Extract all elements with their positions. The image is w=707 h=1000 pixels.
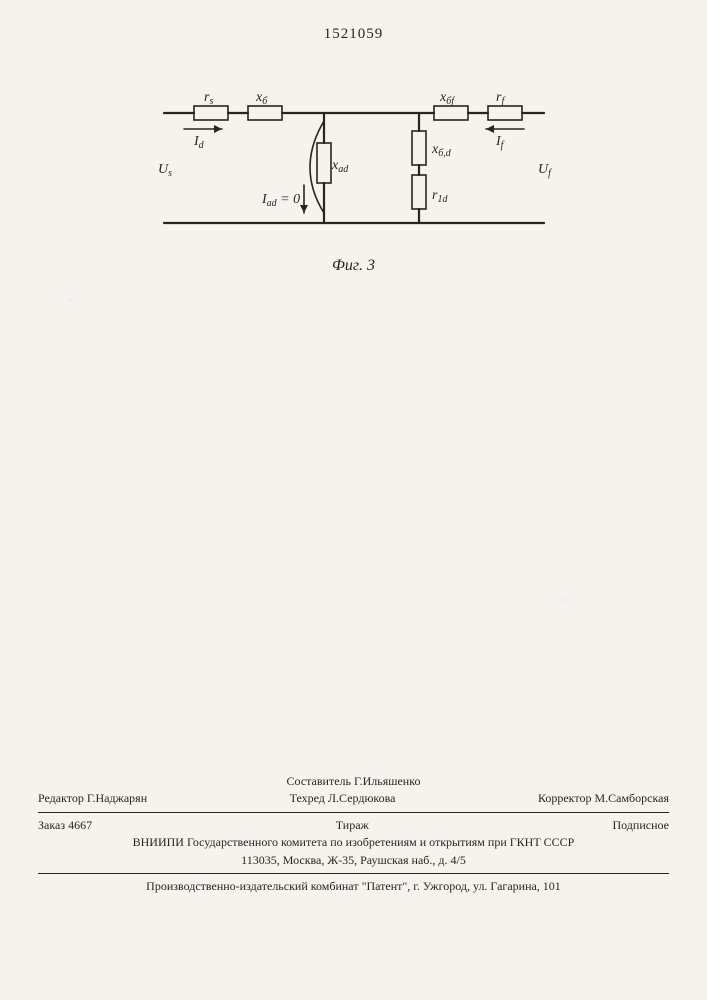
- circuit-diagram: rs xб xбf rf Us Uf Id If xad Iad = 0 xб,…: [38, 73, 669, 293]
- label-uf: Uf: [538, 162, 552, 179]
- corrector-label: Корректор: [538, 791, 592, 805]
- tirazh-label: Тираж: [336, 817, 369, 834]
- label-if: If: [495, 134, 505, 151]
- order-number: 4667: [68, 818, 92, 832]
- editor-name: Г.Наджарян: [87, 791, 147, 805]
- label-xad: xad: [331, 158, 349, 175]
- label-xbf: xбf: [439, 90, 455, 107]
- label-r1d: r1d: [432, 188, 448, 205]
- divider: [38, 873, 669, 874]
- label-us: Us: [158, 162, 172, 179]
- figure-caption: Фиг. 3: [38, 257, 669, 275]
- label-iad: Iad = 0: [261, 192, 300, 209]
- press-line: Производственно-издательский комбинат "П…: [38, 878, 669, 895]
- label-xb: xб: [255, 90, 268, 107]
- editor-label: Редактор: [38, 791, 84, 805]
- label-xbd: xб,d: [431, 142, 452, 159]
- label-rs: rs: [204, 90, 213, 107]
- techred-label: Техред: [290, 791, 325, 805]
- org-line-2: 113035, Москва, Ж-35, Раушская наб., д. …: [38, 852, 669, 869]
- org-line-1: ВНИИПИ Государственного комитета по изоб…: [38, 834, 669, 851]
- compiler-name: Г.Ильяшенко: [354, 774, 420, 788]
- diagram-svg: rs xб xбf rf Us Uf Id If xad Iad = 0 xб,…: [144, 73, 564, 263]
- subscription-label: Подписное: [612, 817, 669, 834]
- imprint-block: Составитель Г.Ильяшенко Редактор Г.Наджа…: [38, 773, 669, 895]
- divider: [38, 812, 669, 813]
- corrector-name: М.Самборская: [594, 791, 669, 805]
- label-rf: rf: [496, 90, 505, 107]
- document-number: 1521059: [38, 26, 669, 43]
- order-label: Заказ: [38, 818, 65, 832]
- label-id: Id: [193, 134, 205, 151]
- techred-name: Л.Сердюкова: [328, 791, 396, 805]
- compiler-label: Составитель: [287, 774, 351, 788]
